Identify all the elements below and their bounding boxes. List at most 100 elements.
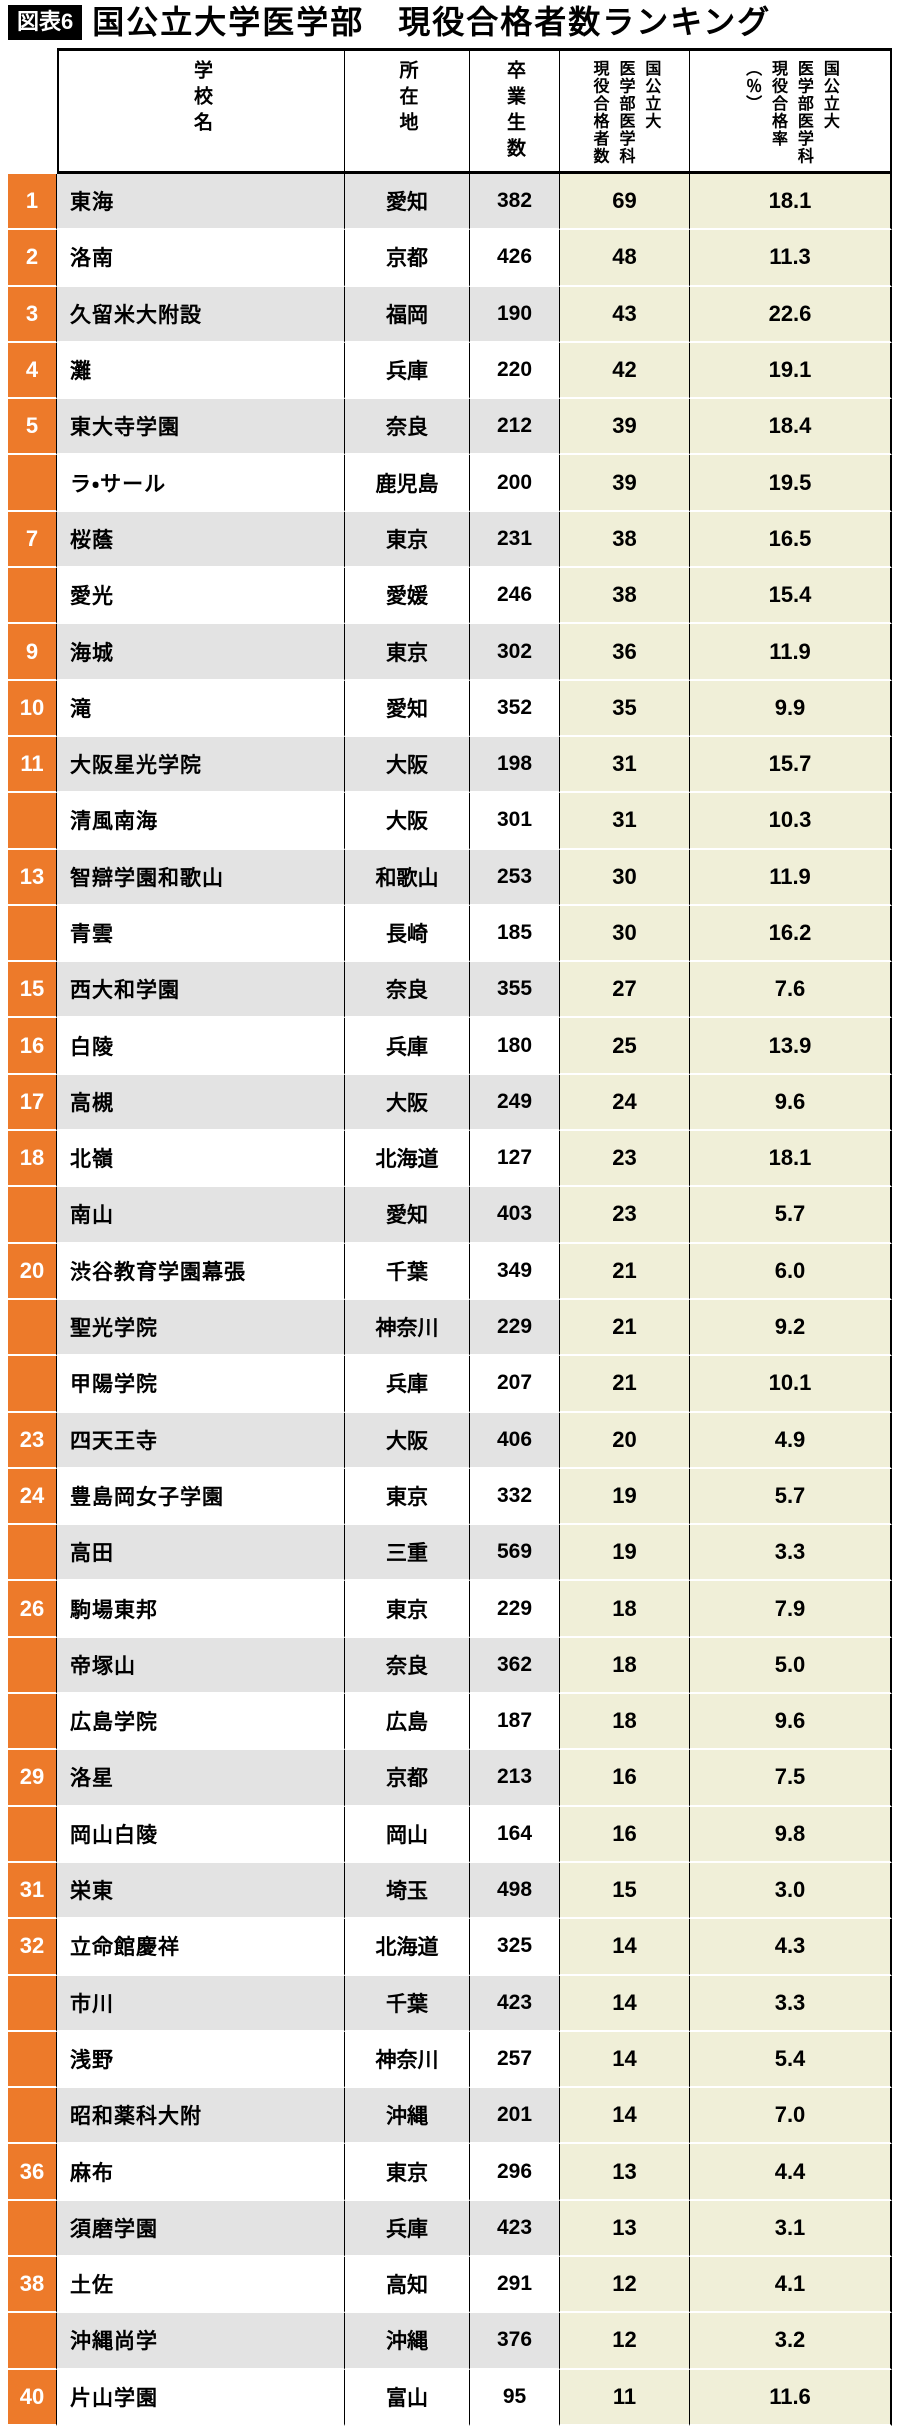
- location-cell: 和歌山: [345, 849, 470, 906]
- school-cell: 甲陽学院: [57, 1356, 345, 1413]
- school-cell: 立命館慶祥: [57, 1919, 345, 1976]
- graduates-cell: 296: [470, 2144, 560, 2201]
- graduates-cell: 220: [470, 342, 560, 400]
- graduates-cell: 349: [470, 1243, 560, 1300]
- rate-cell: 9.2: [690, 1299, 892, 1357]
- rate-cell: 19.5: [690, 455, 892, 512]
- school-cell: ラ・サール: [57, 455, 345, 512]
- location-cell: 愛知: [345, 174, 470, 231]
- header-graduates: 卒業生数: [470, 48, 560, 174]
- rank-cell: [8, 1187, 57, 1244]
- school-cell: 渋谷教育学園幕張: [57, 1243, 345, 1300]
- passers-cell: 35: [560, 680, 690, 737]
- rate-cell: 4.4: [690, 2144, 892, 2201]
- school-cell: 洛南: [57, 230, 345, 287]
- passers-cell: 21: [560, 1356, 690, 1413]
- graduates-cell: 187: [470, 1694, 560, 1751]
- header-location: 所在地: [345, 48, 470, 174]
- title-text: 国公立大学医学部 現役合格者数ランキング: [92, 4, 772, 40]
- location-cell: 愛知: [345, 1187, 470, 1244]
- school-cell: 須磨学園: [57, 2200, 345, 2257]
- rank-cell: 17: [8, 1074, 57, 1132]
- graduates-cell: 198: [470, 736, 560, 794]
- rank-cell: 40: [8, 2369, 57, 2426]
- rate-cell: 16.5: [690, 511, 892, 569]
- header-rate-label: 国公立大 医学部医学科 現役合格率 （％）: [743, 60, 838, 165]
- rate-cell: 5.4: [690, 2031, 892, 2089]
- graduates-cell: 403: [470, 1187, 560, 1244]
- header-passers-label: 国公立大 医学部医学科 現役合格者数: [590, 60, 660, 165]
- page-title: 図表6 国公立大学医学部 現役合格者数ランキング: [8, 4, 896, 41]
- graduates-cell: 229: [470, 1581, 560, 1638]
- school-cell: 土佐: [57, 2256, 345, 2314]
- school-cell: 市川: [57, 1975, 345, 2032]
- graduates-cell: 382: [470, 174, 560, 231]
- school-cell: 片山学園: [57, 2369, 345, 2426]
- rank-cell: 29: [8, 1750, 57, 1807]
- rank-cell: 11: [8, 736, 57, 794]
- passers-cell: 31: [560, 736, 690, 794]
- rate-cell: 6.0: [690, 1243, 892, 1300]
- location-cell: 東京: [345, 511, 470, 569]
- rate-cell: 4.1: [690, 2256, 892, 2314]
- passers-cell: 19: [560, 1525, 690, 1582]
- location-cell: 神奈川: [345, 1299, 470, 1357]
- rank-cell: 3: [8, 286, 57, 343]
- rate-cell: 9.6: [690, 1694, 892, 1751]
- location-cell: 北海道: [345, 1919, 470, 1976]
- school-cell: 東海: [57, 174, 345, 231]
- rank-cell: 36: [8, 2144, 57, 2201]
- rank-cell: [8, 1975, 57, 2032]
- school-cell: 洛星: [57, 1750, 345, 1807]
- graduates-cell: 95: [470, 2369, 560, 2426]
- passers-cell: 48: [560, 230, 690, 287]
- rate-cell: 11.3: [690, 230, 892, 287]
- passers-cell: 12: [560, 2313, 690, 2370]
- passers-cell: 39: [560, 455, 690, 512]
- location-cell: 神奈川: [345, 2031, 470, 2089]
- passers-cell: 31: [560, 793, 690, 850]
- graduates-cell: 423: [470, 2200, 560, 2257]
- rank-cell: 9: [8, 624, 57, 681]
- graduates-cell: 376: [470, 2313, 560, 2370]
- location-cell: 埼玉: [345, 1862, 470, 1920]
- passers-cell: 42: [560, 342, 690, 400]
- location-cell: 京都: [345, 230, 470, 287]
- location-cell: 千葉: [345, 1243, 470, 1300]
- school-cell: 西大和学園: [57, 962, 345, 1019]
- rate-cell: 5.0: [690, 1637, 892, 1695]
- rank-cell: [8, 2031, 57, 2089]
- location-cell: 富山: [345, 2369, 470, 2426]
- rate-cell: 16.2: [690, 905, 892, 963]
- school-cell: 帝塚山: [57, 1637, 345, 1695]
- rank-cell: [8, 455, 57, 512]
- rate-cell: 9.9: [690, 680, 892, 737]
- school-cell: 愛光: [57, 568, 345, 625]
- school-cell: 岡山白陵: [57, 1806, 345, 1863]
- graduates-cell: 212: [470, 399, 560, 456]
- graduates-cell: 362: [470, 1637, 560, 1695]
- passers-cell: 13: [560, 2200, 690, 2257]
- graduates-cell: 257: [470, 2031, 560, 2089]
- location-cell: 大阪: [345, 736, 470, 794]
- graduates-cell: 332: [470, 1468, 560, 1526]
- graduates-cell: 200: [470, 455, 560, 512]
- school-cell: 沖縄尚学: [57, 2313, 345, 2370]
- passers-cell: 21: [560, 1243, 690, 1300]
- rank-cell: 5: [8, 399, 57, 456]
- graduates-cell: 291: [470, 2256, 560, 2314]
- passers-cell: 12: [560, 2256, 690, 2314]
- passers-cell: 18: [560, 1694, 690, 1751]
- rank-cell: [8, 1299, 57, 1357]
- school-cell: 聖光学院: [57, 1299, 345, 1357]
- rank-cell: [8, 1694, 57, 1751]
- school-cell: 栄東: [57, 1862, 345, 1920]
- graduates-cell: 231: [470, 511, 560, 569]
- rate-cell: 9.6: [690, 1074, 892, 1132]
- school-cell: 北嶺: [57, 1131, 345, 1188]
- graduates-cell: 325: [470, 1919, 560, 1976]
- rate-cell: 15.4: [690, 568, 892, 625]
- figure-badge: 図表6: [8, 5, 83, 41]
- graduates-cell: 352: [470, 680, 560, 737]
